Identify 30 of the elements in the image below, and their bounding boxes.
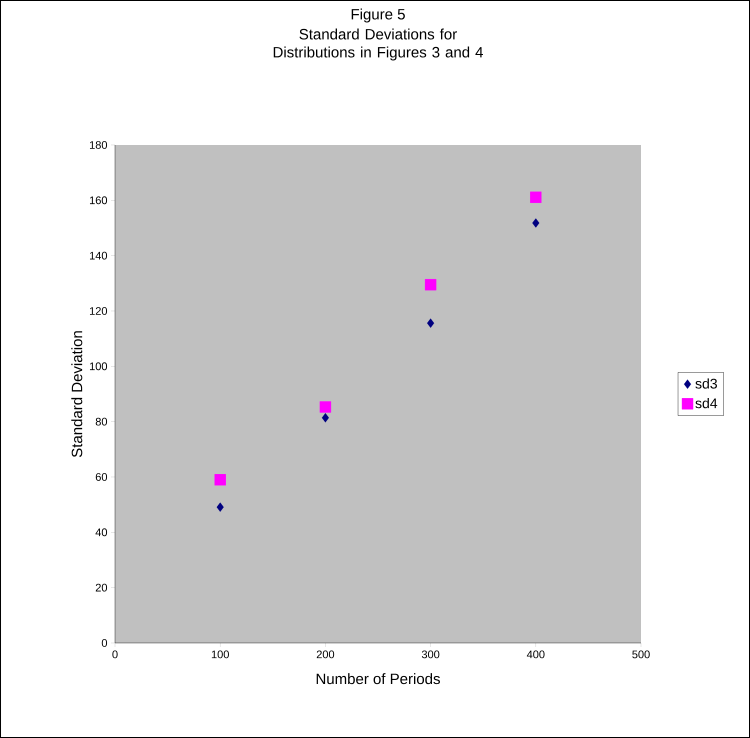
x-tick-label: 200 xyxy=(316,650,334,658)
point xyxy=(216,502,224,512)
y-tick-label: 120 xyxy=(90,307,108,315)
y-tick-label: 100 xyxy=(90,362,108,370)
y-tick-label: 140 xyxy=(90,252,108,260)
point xyxy=(214,474,226,486)
legend-label: sd3 xyxy=(695,378,717,389)
y-tick-label: 0 xyxy=(102,639,108,647)
y-tick-label: 180 xyxy=(90,141,108,149)
point xyxy=(322,413,329,422)
point xyxy=(427,318,434,328)
point xyxy=(532,218,540,228)
legend-label: sd4 xyxy=(695,398,718,408)
x-axis-title: Number of Periods xyxy=(316,673,440,684)
chart-subtitle: Standard Deviations for Distributions in Figures 3 and 4 xyxy=(274,28,483,60)
x-tick-label: 400 xyxy=(526,650,545,658)
y-tick-label: 60 xyxy=(96,473,108,481)
y-tick-label: 20 xyxy=(96,584,108,592)
point xyxy=(320,401,332,413)
x-tick-label: 100 xyxy=(212,650,229,658)
x-tick-label: 0 xyxy=(112,650,118,658)
point xyxy=(424,279,436,290)
x-tick-label: 300 xyxy=(422,650,440,658)
point xyxy=(530,192,542,203)
x-tick-label: 500 xyxy=(632,650,650,658)
y-tick-label: 160 xyxy=(90,196,108,204)
y-axis-title: Standard Deviation xyxy=(71,331,82,458)
chart-title: Figure 5 xyxy=(352,8,405,22)
y-tick-label: 80 xyxy=(96,418,108,426)
y-tick-label: 40 xyxy=(96,528,108,536)
